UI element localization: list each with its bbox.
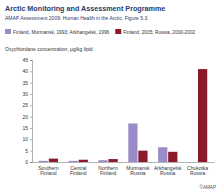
y-tick-mark [30, 151, 32, 152]
y-axis: 0 5 10 15 20 25 30 35 40 45 [22, 57, 32, 165]
y-tick-label: 30 [22, 91, 28, 97]
bar [69, 161, 78, 162]
x-tick-label: NorthernFinland [98, 165, 118, 177]
bar-series [39, 123, 168, 162]
y-tick: 30 [22, 91, 32, 97]
x-axis-line [33, 162, 215, 163]
bar-series [49, 69, 207, 162]
y-axis-line [30, 61, 33, 163]
y-tick: 15 [22, 125, 32, 131]
legend-item: Finland, 2005; Russia, 2000-2002 [115, 29, 195, 35]
x-tick-label: SouthernFinland [38, 165, 59, 177]
y-tick: 10 [22, 136, 32, 142]
y-tick-label: 0 [25, 159, 28, 165]
x-tick: ArkhangelskRussia [154, 162, 182, 176]
y-tick-mark [30, 83, 32, 84]
x-tick-label: CentralFinland [70, 165, 87, 177]
y-tick: 25 [22, 102, 32, 108]
bar [79, 160, 88, 162]
y-tick-label: 15 [22, 125, 28, 131]
y-tick: 40 [22, 68, 32, 74]
x-tick: SouthernFinland [38, 162, 59, 176]
x-axis: SouthernFinland CentralFinland NorthernFin… [33, 162, 215, 176]
y-tick-label: 25 [22, 102, 28, 108]
y-tick: 5 [25, 148, 32, 154]
bar [128, 123, 137, 162]
bar [98, 160, 107, 162]
x-tick-label: MurmanskRussia [126, 165, 150, 177]
y-tick-label: 45 [22, 57, 28, 63]
y-tick-mark [30, 162, 32, 163]
y-tick-label: 35 [22, 80, 28, 86]
subtitle: AMAP Assessment 2009: Human Health in th… [5, 15, 147, 21]
bar [138, 151, 147, 162]
chart: Arctic Monitoring and Assessment Program… [0, 0, 220, 192]
x-tick-label: ChukotkaRussia [187, 165, 208, 177]
bar [49, 159, 58, 162]
x-tick: MurmanskRussia [126, 162, 150, 176]
y-tick-label: 40 [22, 68, 28, 74]
legend: Finland, Murmansk, 1993; Arkhangelsk, 19… [5, 29, 196, 35]
legend-swatch [5, 29, 11, 34]
y-tick-label: 20 [22, 114, 28, 120]
y-tick: 45 [22, 57, 32, 63]
y-tick-label: 10 [22, 136, 28, 142]
annotation: ©AMAP [200, 184, 216, 190]
y-tick: 35 [22, 80, 32, 86]
y-tick: 20 [22, 114, 32, 120]
y-tick-label: 5 [25, 148, 28, 154]
legend-label: Finland, 2005; Russia, 2000-2002 [123, 30, 195, 35]
bars [39, 69, 207, 162]
y-tick-mark [30, 128, 32, 129]
x-tick: NorthernFinland [98, 162, 118, 176]
bar [108, 159, 117, 162]
legend-label: Finland, Murmansk, 1993; Arkhangelsk, 19… [13, 30, 110, 35]
y-axis-title: Oxychlordane concentration, µg/kg lipid [5, 46, 93, 52]
bar [168, 152, 177, 162]
y-tick-mark [30, 94, 32, 95]
y-tick-mark [30, 117, 32, 118]
x-tick: ChukotkaRussia [187, 162, 208, 176]
y-tick-mark [30, 105, 32, 106]
bar [198, 69, 207, 162]
title: Arctic Monitoring and Assessment Program… [5, 4, 165, 13]
y-tick-mark [30, 60, 32, 61]
bar [39, 161, 48, 162]
y-tick-mark [30, 71, 32, 72]
bar [158, 147, 167, 162]
y-tick: 0 [25, 159, 32, 165]
y-tick-mark [30, 139, 32, 140]
legend-item: Finland, Murmansk, 1993; Arkhangelsk, 19… [5, 29, 110, 35]
x-tick-label: ArkhangelskRussia [154, 165, 182, 177]
x-tick: CentralFinland [70, 162, 87, 176]
legend-swatch [115, 29, 121, 34]
